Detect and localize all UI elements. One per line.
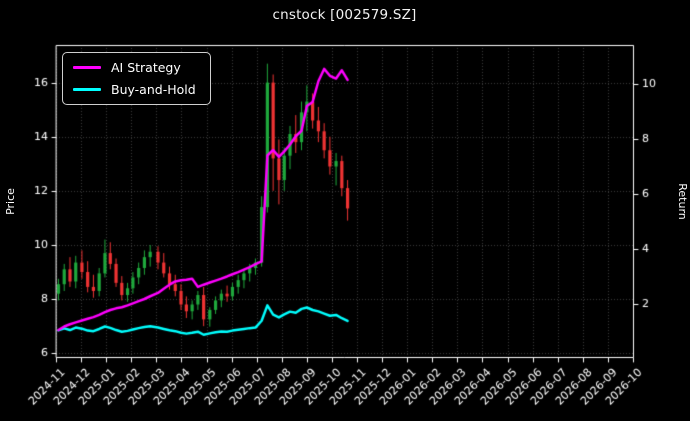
ai-strategy-legend-label: AI Strategy xyxy=(111,60,181,75)
legend-item-ai-strategy: AI Strategy xyxy=(73,60,196,75)
ai-strategy-line-swatch xyxy=(73,66,101,69)
buy-and-hold-legend-label: Buy-and-Hold xyxy=(111,82,196,97)
return-axis-label: Return xyxy=(675,182,689,220)
buy-and-hold-line-swatch xyxy=(73,88,101,91)
chart-legend: AI Strategy Buy-and-Hold xyxy=(62,52,211,105)
chart-title: cnstock [002579.SZ] xyxy=(272,7,417,23)
legend-item-buy-and-hold: Buy-and-Hold xyxy=(73,82,196,97)
y-axis-label-left-wrap: Price xyxy=(0,45,21,357)
price-axis-label: Price xyxy=(3,187,17,215)
y-axis-label-right-wrap: Return xyxy=(671,45,690,357)
